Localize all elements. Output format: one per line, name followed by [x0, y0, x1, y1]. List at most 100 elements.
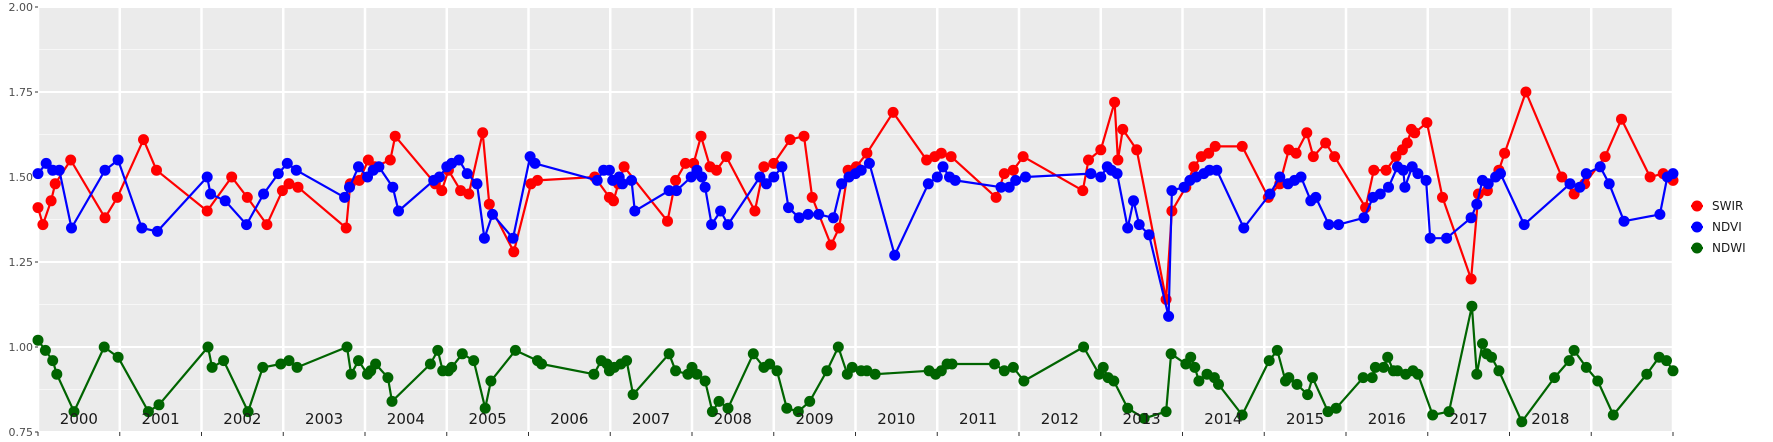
data-point-ndvi: [241, 219, 252, 231]
data-point-swir: [477, 127, 489, 139]
data-point-ndwi: [1516, 416, 1528, 428]
y-tick-label: 1.50: [9, 171, 34, 184]
data-point-ndwi: [1302, 389, 1314, 401]
data-point-swir: [1368, 164, 1380, 176]
data-point-ndvi: [205, 188, 216, 200]
data-point-swir: [1077, 185, 1089, 197]
data-point-swir: [151, 164, 162, 176]
data-point-ndwi: [341, 341, 353, 353]
year-label: 2014: [1204, 410, 1242, 428]
data-point-ndvi: [591, 174, 603, 186]
data-point-ndwi: [792, 406, 804, 418]
data-point-ndvi: [1143, 229, 1155, 241]
legend-label: NDWI: [1712, 241, 1746, 255]
data-point-ndvi: [699, 181, 711, 193]
data-point-ndwi: [1477, 338, 1488, 350]
data-point-swir: [680, 157, 691, 169]
data-point-ndwi: [1236, 409, 1248, 421]
data-point-swir: [261, 219, 273, 231]
data-point-swir: [758, 161, 770, 173]
data-point-ndvi: [529, 157, 541, 169]
year-label: 2007: [632, 410, 670, 428]
year-label: 2008: [714, 410, 752, 428]
data-point-swir: [241, 191, 253, 203]
data-point-ndwi: [627, 389, 639, 401]
data-point-swir: [276, 185, 288, 197]
data-point-swir: [1390, 151, 1402, 163]
data-point-ndwi: [32, 334, 44, 346]
data-point-ndvi: [1495, 168, 1506, 180]
data-point-swir: [463, 188, 475, 200]
data-point-ndwi: [804, 395, 816, 407]
data-point-ndwi: [747, 348, 759, 360]
data-point-ndvi: [1133, 219, 1145, 231]
data-point-ndvi: [507, 232, 519, 244]
data-point-ndwi: [353, 355, 364, 367]
data-point-swir: [1188, 161, 1200, 173]
data-point-ndwi: [283, 355, 295, 367]
data-point-ndwi: [670, 365, 682, 377]
data-point-ndwi: [432, 344, 444, 356]
data-point-swir: [1117, 123, 1129, 135]
series-group: [32, 86, 1679, 428]
legend-marker: [1691, 221, 1703, 233]
data-point-ndvi: [783, 202, 794, 214]
data-point-swir: [833, 222, 845, 234]
data-point-swir: [1599, 151, 1611, 163]
data-point-swir: [1203, 147, 1215, 159]
data-point-ndwi: [509, 344, 521, 356]
data-point-ndwi: [1078, 341, 1090, 353]
data-point-ndwi: [1378, 361, 1390, 373]
data-point-ndwi: [1271, 344, 1283, 356]
data-point-swir: [99, 212, 111, 224]
data-point-swir: [711, 164, 722, 176]
data-point-ndvi: [136, 222, 148, 234]
data-point-ndwi: [713, 395, 725, 407]
data-point-ndwi: [1366, 372, 1378, 384]
data-point-ndvi: [1010, 174, 1022, 186]
data-point-swir: [1236, 140, 1248, 152]
data-point-ndvi: [813, 208, 825, 220]
data-point-ndwi: [479, 402, 491, 414]
data-point-ndwi: [821, 365, 833, 377]
data-point-ndvi: [471, 178, 483, 190]
data-point-swir: [226, 171, 238, 183]
data-point-ndwi: [291, 361, 303, 373]
data-point-ndvi: [706, 219, 718, 231]
data-point-ndvi: [151, 225, 163, 237]
year-label: 2006: [550, 410, 588, 428]
data-point-ndvi: [373, 161, 385, 173]
data-point-ndvi: [40, 157, 52, 169]
data-point-ndwi: [1568, 344, 1580, 356]
data-point-ndwi: [382, 372, 394, 384]
data-point-ndvi: [272, 168, 284, 180]
data-point-ndvi: [1580, 168, 1592, 180]
data-point-ndwi: [1563, 355, 1575, 367]
data-point-swir: [945, 151, 957, 163]
data-point-ndvi: [1420, 174, 1432, 186]
data-point-ndvi: [1424, 232, 1436, 244]
data-point-ndvi: [1095, 171, 1107, 183]
year-label: 2016: [1368, 410, 1406, 428]
data-point-ndwi: [1466, 300, 1478, 312]
year-label: 2015: [1286, 410, 1324, 428]
data-point-swir: [618, 161, 630, 173]
data-point-swir: [32, 202, 44, 214]
data-point-ndwi: [51, 368, 63, 380]
y-tick-label: 2.00: [9, 1, 34, 14]
data-point-ndwi: [1189, 361, 1201, 373]
data-point-ndwi: [1607, 409, 1619, 421]
data-point-ndwi: [1307, 372, 1318, 384]
year-labels: 2000 2001 2002 2003 2004 2005 2006 2007 2008 2009…: [60, 410, 1570, 428]
data-point-ndvi: [1465, 212, 1477, 224]
data-point-ndvi: [889, 249, 901, 261]
data-point-swir: [1017, 151, 1029, 163]
data-point-ndwi: [1283, 372, 1295, 384]
y-tick-label: 1.00: [9, 341, 34, 354]
data-point-swir: [1083, 154, 1094, 166]
data-point-swir: [384, 154, 396, 166]
data-point-ndvi: [1564, 178, 1576, 190]
data-point-ndwi: [1661, 355, 1672, 367]
data-point-swir: [861, 147, 873, 159]
